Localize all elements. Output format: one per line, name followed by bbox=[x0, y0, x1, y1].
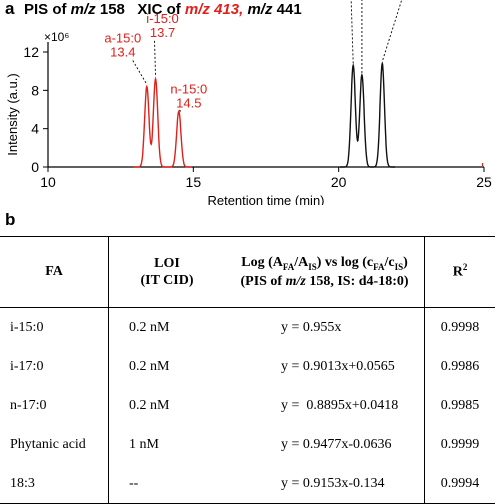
panel-a: a PIS of m/z 158 XIC of m/z 413, m/z 441… bbox=[0, 0, 495, 205]
header-eq-line2: (PIS of bbox=[240, 274, 285, 289]
peak-rt-label: 13.7 bbox=[150, 25, 175, 40]
header-eq-part: Log (A bbox=[241, 255, 283, 270]
peak-leader-line bbox=[351, 1, 353, 63]
cell-equation: y = 0.9153x-0.134 bbox=[225, 464, 425, 504]
x-tick-label: 10 bbox=[40, 174, 56, 190]
peak-rt-label: 13.4 bbox=[110, 45, 135, 60]
cell-fa: Phytanic acid bbox=[0, 425, 109, 464]
header-fa: FA bbox=[0, 237, 109, 308]
cell-fa: i-15:0 bbox=[0, 308, 109, 348]
cell-r2: 0.9985 bbox=[425, 386, 495, 425]
header-r2: R2 bbox=[425, 237, 495, 308]
table-row: 18:3 -- y = 0.9153x-0.134 0.9994 bbox=[0, 464, 495, 504]
peak-name-label: n-15:0 bbox=[170, 81, 207, 96]
y-tick-label: 8 bbox=[31, 82, 39, 98]
cell-r2: 0.9986 bbox=[425, 347, 495, 386]
x-axis-label: Retention time (min) bbox=[207, 193, 324, 205]
x-tick-label: 20 bbox=[331, 174, 347, 190]
x-tick-label: 15 bbox=[186, 174, 202, 190]
cell-equation: y = 0.9477x-0.0636 bbox=[225, 425, 425, 464]
table-row: i-15:0 0.2 nM y = 0.955x 0.9998 bbox=[0, 308, 495, 348]
cell-fa: n-17:0 bbox=[0, 386, 109, 425]
calibration-table: FA LOI (IT CID) Log (AFA/AIS) vs log (cF… bbox=[0, 236, 495, 504]
peak-name-label: i-15:0 bbox=[146, 11, 179, 26]
header-eq-mz: m/z bbox=[286, 274, 306, 289]
cell-equation: y = 0.9013x+0.0565 bbox=[225, 347, 425, 386]
cell-loi: 0.2 nM bbox=[109, 347, 226, 386]
header-r2-sup: 2 bbox=[463, 262, 468, 272]
header-eq-sub: FA bbox=[283, 262, 294, 272]
peak-rt-label: 14.5 bbox=[176, 95, 201, 110]
cell-equation: y = 0.955x bbox=[225, 308, 425, 348]
cell-loi: -- bbox=[109, 464, 226, 504]
header-eq-part: /A bbox=[294, 255, 308, 270]
peak-leader-line bbox=[155, 41, 156, 77]
header-equation: Log (AFA/AIS) vs log (cFA/cIS) (PIS of m… bbox=[225, 237, 425, 308]
cell-r2: 0.9998 bbox=[425, 308, 495, 348]
cell-equation: y = 0.8895x+0.0418 bbox=[225, 386, 425, 425]
table-header-row: FA LOI (IT CID) Log (AFA/AIS) vs log (cF… bbox=[0, 237, 495, 308]
cell-r2: 0.9994 bbox=[425, 464, 495, 504]
y-multiplier: ×10⁶ bbox=[44, 30, 69, 44]
header-r2-base: R bbox=[453, 265, 463, 280]
series-trace bbox=[340, 64, 395, 168]
x-tick-label: 25 bbox=[476, 174, 492, 190]
cell-fa: 18:3 bbox=[0, 464, 109, 504]
header-loi-line2: (IT CID) bbox=[140, 273, 193, 288]
cell-loi: 1 nM bbox=[109, 425, 226, 464]
peak-name-label: a-15:0 bbox=[104, 31, 141, 46]
header-eq-sub: IS bbox=[308, 262, 317, 272]
peak-leader-line bbox=[382, 0, 406, 62]
header-eq-sub: IS bbox=[395, 262, 404, 272]
y-tick-label: 4 bbox=[31, 121, 39, 137]
header-loi: LOI (IT CID) bbox=[109, 237, 226, 308]
cell-loi: 0.2 nM bbox=[109, 308, 226, 348]
y-tick-label: 0 bbox=[31, 159, 39, 175]
y-axis-label: Intensity (a.u.) bbox=[5, 73, 20, 155]
header-loi-line1: LOI bbox=[154, 256, 180, 271]
header-eq-part: ) vs log (c bbox=[317, 255, 373, 270]
cell-fa: i-17:0 bbox=[0, 347, 109, 386]
header-eq-sub: FA bbox=[373, 262, 384, 272]
panel-b: b FA LOI (IT CID) Log (AFA/AIS) vs log (… bbox=[0, 210, 495, 500]
table-row: Phytanic acid 1 nM y = 0.9477x-0.0636 0.… bbox=[0, 425, 495, 464]
table-row: n-17:0 0.2 nM y = 0.8895x+0.0418 0.9985 bbox=[0, 386, 495, 425]
table-row: i-17:0 0.2 nM y = 0.9013x+0.0565 0.9986 bbox=[0, 347, 495, 386]
panel-letter-b: b bbox=[5, 210, 15, 230]
header-eq-line2: 158, IS: d4-18:0) bbox=[306, 274, 409, 289]
header-eq-part: ) bbox=[403, 255, 408, 270]
y-tick-label: 12 bbox=[23, 44, 39, 60]
peak-leader-line bbox=[133, 61, 147, 85]
header-eq-part: /c bbox=[384, 255, 394, 270]
cell-loi: 0.2 nM bbox=[109, 386, 226, 425]
cell-r2: 0.9999 bbox=[425, 425, 495, 464]
chromatogram-chart: 10 15 20 25 0 4 8 12 Retention time (min) Intensi… bbox=[0, 0, 495, 205]
